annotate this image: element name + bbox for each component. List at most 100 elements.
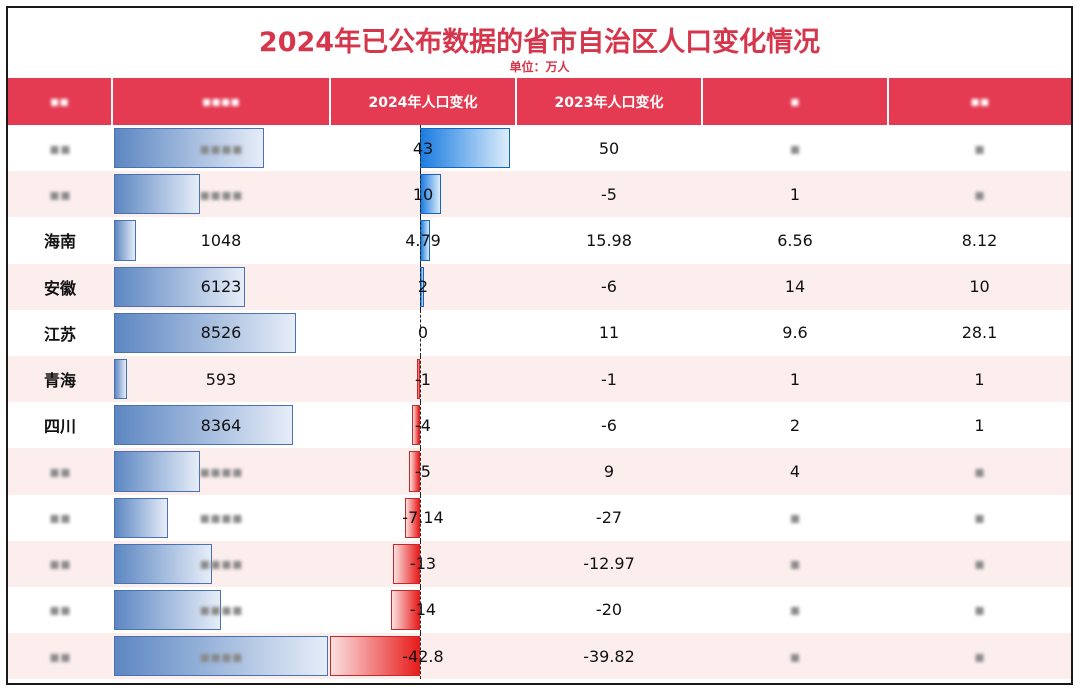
col6-value: ▪ <box>974 600 985 620</box>
change-2024-cell: 0 <box>330 309 516 356</box>
change-2023-cell: -6 <box>516 263 702 310</box>
col5-cell: 4 <box>702 448 888 495</box>
region-name-cell: 四川 <box>8 402 112 449</box>
change-2024-cell: 43 <box>330 125 516 172</box>
region-name-cell: 安徽 <box>8 263 112 310</box>
header-change-2023: 2023年人口变化 <box>515 78 702 125</box>
report-frame: 2024年已公布数据的省市自治区人口变化情况 单位：万人 ▪▪ ▪▪▪▪ 202… <box>6 6 1073 685</box>
change-2024-cell: -14 <box>330 586 516 634</box>
population-bar <box>114 312 296 353</box>
zero-axis-line <box>420 171 421 218</box>
population-value: ▪▪▪▪ <box>199 508 243 528</box>
change-2024-bar <box>411 405 420 446</box>
population-bar <box>114 636 328 677</box>
col6-cell: 1 <box>888 355 1071 403</box>
col5-cell: ▪ <box>702 633 888 680</box>
col5-value: 9.6 <box>782 323 808 343</box>
change-2024-value: -1 <box>415 369 431 389</box>
population-cell: 6123 <box>112 263 330 310</box>
change-2023-cell: -6 <box>516 402 702 449</box>
population-value: 593 <box>205 369 237 389</box>
header-col6: ▪▪ <box>887 78 1071 125</box>
change-2023-cell: -5 <box>516 171 702 218</box>
change-2024-bar <box>404 497 420 538</box>
col5-cell: ▪ <box>702 494 888 541</box>
population-bar <box>114 220 136 261</box>
header-row: ▪▪ ▪▪▪▪ 2024年人口变化 2023年人口变化 ▪ ▪▪ <box>8 78 1071 125</box>
region-name: ▪▪ <box>49 508 71 528</box>
population-cell: ▪▪▪▪ <box>112 171 330 218</box>
population-value: 8364 <box>200 415 242 435</box>
change-2024-bar <box>417 358 420 400</box>
population-bar <box>114 497 168 538</box>
report-title: 2024年已公布数据的省市自治区人口变化情况 <box>258 27 821 58</box>
region-name-cell: ▪▪ <box>8 171 112 218</box>
change-2024-cell: -1 <box>330 355 516 403</box>
col6-cell: ▪ <box>888 633 1071 680</box>
zero-axis-line <box>420 217 421 264</box>
change-2024-cell: -4 <box>330 402 516 449</box>
col5-value: ▪ <box>789 508 801 528</box>
population-bar <box>114 128 264 169</box>
change-2024-cell: -13 <box>330 540 516 587</box>
table-row: 江苏 8526 0 11 9.6 28.1 <box>8 309 1071 356</box>
zero-axis-line <box>420 586 421 634</box>
region-name-cell: 海南 <box>8 217 112 264</box>
zero-axis-line <box>420 309 421 356</box>
region-name-cell: ▪▪ <box>8 494 112 541</box>
col6-value: ▪ <box>974 461 985 481</box>
change-2024-bar <box>420 128 510 169</box>
region-name-cell: ▪▪ <box>8 586 112 634</box>
col5-cell: 2 <box>702 402 888 449</box>
change-2023-cell: -12.97 <box>516 540 702 587</box>
table-row: ▪▪ ▪▪▪▪ -42.8 -39.82 ▪ ▪ <box>8 633 1071 680</box>
col6-cell: 28.1 <box>888 309 1071 356</box>
population-cell: ▪▪▪▪ <box>112 586 330 634</box>
change-2024-value: -7.14 <box>402 508 444 528</box>
col6-cell: 1 <box>888 402 1071 449</box>
population-bar <box>114 451 200 492</box>
population-bar <box>114 405 293 446</box>
header-region: ▪▪ <box>8 78 112 125</box>
population-bar <box>114 266 245 307</box>
col5-value: 6.56 <box>777 230 813 250</box>
population-cell: 8526 <box>112 309 330 356</box>
col5-cell: ▪ <box>702 540 888 587</box>
change-2024-value: -4 <box>415 415 431 435</box>
col6-cell: ▪ <box>888 125 1071 172</box>
population-value: ▪▪▪▪ <box>199 554 243 574</box>
header-col6-blurred: ▪▪ <box>970 93 990 110</box>
col5-value: ▪ <box>789 600 801 620</box>
zero-axis-line <box>420 494 421 541</box>
header-col5: ▪ <box>701 78 888 125</box>
change-2024-bar <box>409 451 420 492</box>
zero-axis-line <box>420 125 421 172</box>
change-2024-value: 10 <box>412 184 434 204</box>
change-2024-value: 0 <box>417 323 429 343</box>
table-row: 安徽 6123 2 -6 14 10 <box>8 263 1071 310</box>
region-name-cell: ▪▪ <box>8 125 112 172</box>
population-cell: ▪▪▪▪ <box>112 540 330 587</box>
region-name: ▪▪ <box>49 646 71 666</box>
region-name: 青海 <box>43 371 76 391</box>
change-2024-cell: -5 <box>330 448 516 495</box>
col5-cell: ▪ <box>702 125 888 172</box>
change-2024-cell: 4.79 <box>330 217 516 264</box>
col5-value: ▪ <box>789 554 801 574</box>
change-2023-cell: 9 <box>516 448 702 495</box>
population-value: ▪▪▪▪ <box>199 138 243 158</box>
col6-value: ▪ <box>974 508 985 528</box>
col6-value: ▪ <box>974 646 985 666</box>
col6-cell: ▪ <box>888 540 1071 587</box>
region-name: ▪▪ <box>49 138 71 158</box>
change-2023-cell: 11 <box>516 309 702 356</box>
population-value: 8526 <box>200 323 242 343</box>
header-col5-blurred: ▪ <box>790 93 800 110</box>
col5-value: 4 <box>789 461 801 481</box>
population-value: 6123 <box>200 277 242 297</box>
col5-value: 1 <box>789 369 801 389</box>
population-value: 1048 <box>200 230 242 250</box>
change-2024-value: -14 <box>409 600 437 620</box>
region-name: 江苏 <box>43 324 76 344</box>
col5-cell: ▪ <box>702 586 888 634</box>
